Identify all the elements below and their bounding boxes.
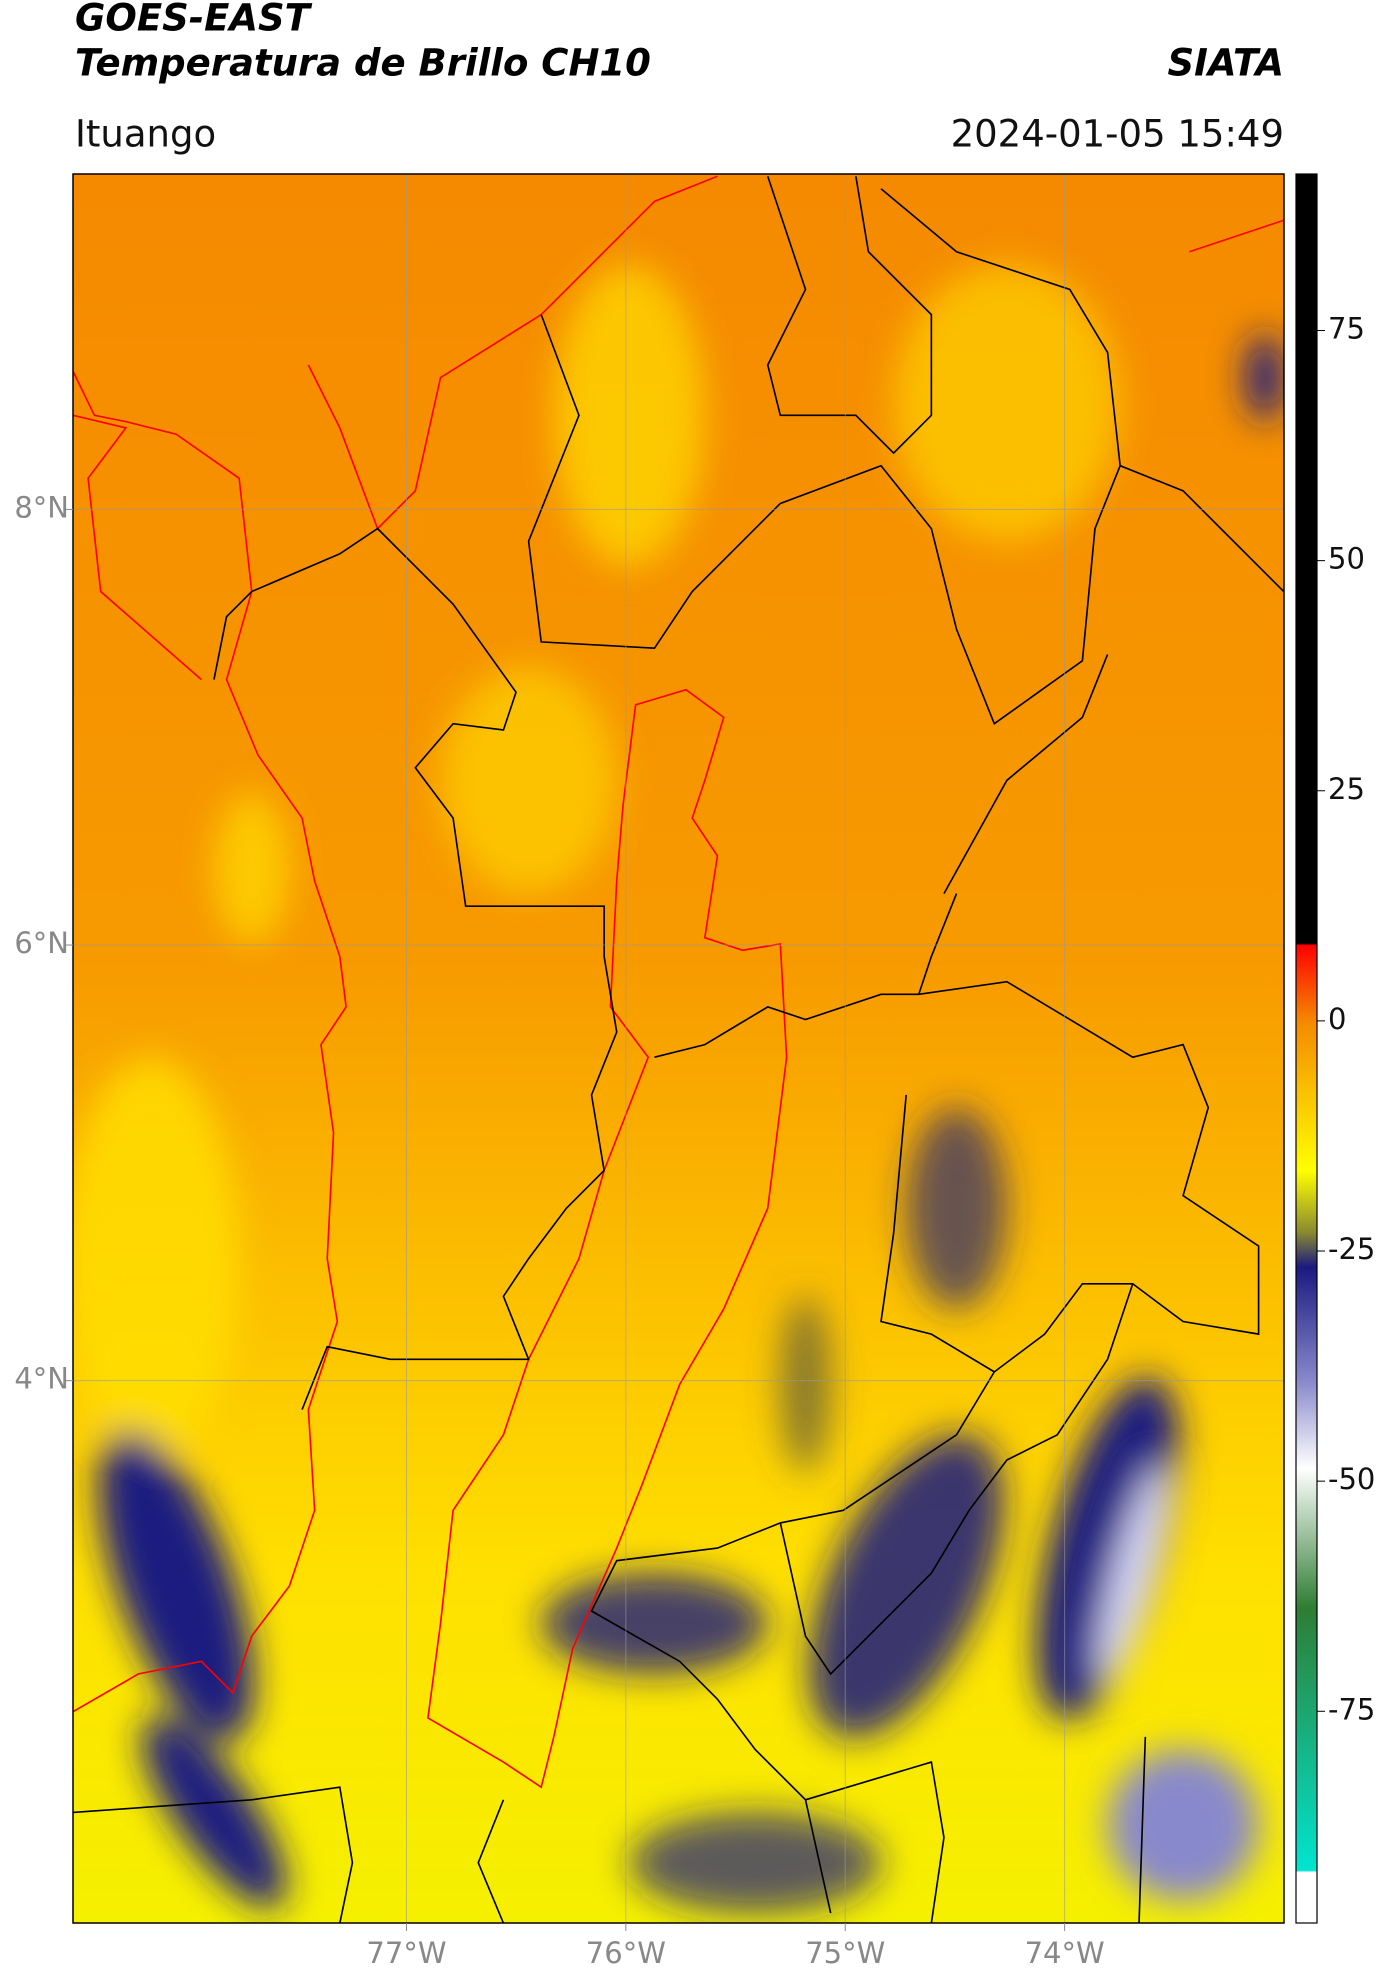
colorbar-tick-label: -75 [1328,1692,1375,1726]
title: GOES-EAST [75,0,313,40]
x-tick-label: 77°W [366,1936,446,1970]
x-tick-label: 76°W [586,1936,666,1970]
map-image [73,174,1284,1923]
colorbar-tick-label: -25 [1328,1232,1375,1266]
colorbar-tick-label: 0 [1328,1002,1346,1036]
map-frame [72,173,1285,1924]
source: SIATA [1167,42,1284,85]
colorbar-tick-label: -50 [1328,1462,1375,1496]
colorbar-tick-label: 50 [1328,542,1365,576]
datetime: 2024-01-05 15:49 [951,113,1284,156]
colorbar [1295,173,1318,1924]
x-tick-label: 74°W [1025,1936,1105,1970]
location: Ituango [75,113,216,156]
subtitle: Temperatura de Brillo CH10 [75,42,651,85]
y-tick-label: 8°N [14,490,69,524]
x-tick-label: 75°W [805,1936,885,1970]
colorbar-tick-label: 25 [1328,772,1365,806]
colorbar-tick-label: 75 [1328,311,1365,345]
y-tick-label: 4°N [14,1362,69,1396]
y-tick-label: 6°N [14,926,69,960]
